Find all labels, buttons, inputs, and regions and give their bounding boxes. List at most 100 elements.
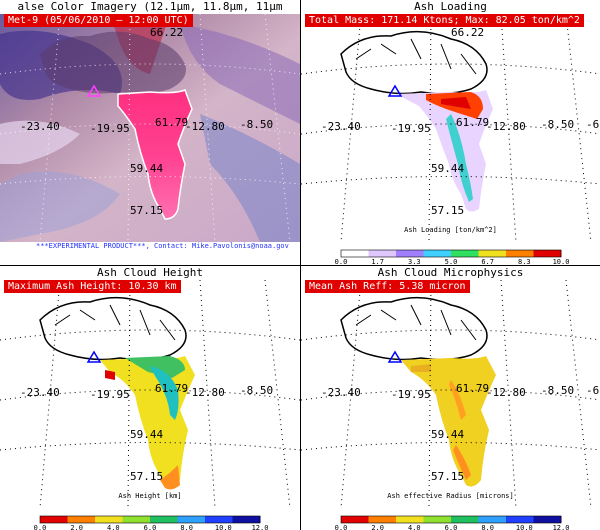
- lon-label-right: -12.80: [185, 386, 225, 399]
- lon-label-center: -19.95: [90, 122, 130, 135]
- volcano-marker-icon: [387, 350, 403, 363]
- lon-label-far: -8.50: [541, 384, 574, 397]
- ash-height-colorbar: 0.0 2.0 4.0 6.0 8.0 10.0 12.0: [34, 515, 269, 530]
- colorbar-frame: [340, 249, 562, 258]
- false-color-panel: alse Color Imagery (12.1µm, 11.8µm, 11µm: [0, 0, 300, 265]
- colorbar-segment: [368, 250, 397, 257]
- colorbar-segment: [451, 516, 479, 523]
- lon-label-far: -8.50: [240, 118, 273, 131]
- lon-label-left: -23.40: [321, 120, 361, 133]
- iceland-fjords: [355, 38, 477, 75]
- colorbar-tick-label: 0.0: [34, 524, 47, 530]
- iceland-outline: [340, 30, 488, 95]
- ash-microphysics-map: -23.40 -19.95 61.79 -12.80 -8.50 -6 59.4…: [301, 280, 600, 530]
- colorbar-segment: [67, 516, 96, 523]
- ash-reff-orange-lower: [453, 445, 471, 480]
- colorbar-tick-label: 0.0: [335, 524, 348, 530]
- ash-height-map: -23.40 -19.95 61.79 -12.80 -8.50 59.44 5…: [0, 280, 300, 530]
- colorbar-segment: [368, 516, 397, 523]
- experimental-notice: ***EXPERIMENTAL PRODUCT***, Contact: Mik…: [36, 242, 289, 250]
- lat-label-low: 59.44: [130, 162, 163, 175]
- lon-label-center: -19.95: [90, 388, 130, 401]
- colorbar-segment: [95, 516, 123, 523]
- lat-label-low: 59.44: [431, 162, 464, 175]
- lat-label-top: 66.22: [451, 26, 484, 39]
- volcano-marker-icon: [86, 84, 102, 97]
- lon-label-far: -8.50: [541, 118, 574, 131]
- colorbar-tick-label: 6.7: [481, 258, 494, 265]
- colorbar-tick-label: 10.0: [516, 524, 533, 530]
- colorbar-tick-label: 4.0: [107, 524, 120, 530]
- timestamp-label: Met-9 (05/06/2010 – 12:00 UTC): [4, 14, 193, 27]
- colorbar-tick-label: 8.3: [518, 258, 531, 265]
- colorbar-tick-label: 12.0: [252, 524, 269, 530]
- lon-label-left: -23.40: [321, 386, 361, 399]
- lat-label-low: 59.44: [431, 428, 464, 441]
- iceland-fjords: [54, 304, 176, 341]
- colorbar-segment: [506, 250, 534, 257]
- colorbar-frame: [39, 515, 261, 524]
- ash-loading-colorbar: 0.0 1.7 3.3 5.0 6.7 8.3 10.0: [335, 249, 570, 265]
- colorbar-segment: [451, 250, 479, 257]
- ash-loading-max: [441, 97, 471, 109]
- colorbar-segment: [205, 516, 233, 523]
- lat-label-mid: 61.79: [155, 382, 188, 395]
- lat-label-mid: 61.79: [456, 382, 489, 395]
- ash-loading-title: Ash Loading: [301, 0, 600, 14]
- cloud-blue-region: [200, 114, 300, 242]
- ash-height-colorbar-label: Ash Height [km]: [118, 492, 182, 500]
- colorbar-tick-label: 10.0: [215, 524, 232, 530]
- ash-microphysics-title: Ash Cloud Microphysics: [301, 266, 600, 280]
- lon-label-right: -12.80: [486, 120, 526, 133]
- colorbar-tick-label: 10.0: [553, 258, 570, 265]
- colorbar-segment: [341, 516, 369, 523]
- lat-lon-grid: [0, 280, 300, 509]
- lat-label-top: 66.22: [150, 26, 183, 39]
- iceland-fjords: [355, 304, 477, 341]
- lat-label-mid: 61.79: [456, 116, 489, 129]
- lat-label-bottom: 57.15: [130, 470, 163, 483]
- ash-height-title: Ash Cloud Height: [0, 266, 300, 280]
- colorbar-tick-label: 8.0: [481, 524, 494, 530]
- lon-label-center: -19.95: [391, 122, 431, 135]
- colorbar-segment: [177, 516, 206, 523]
- lat-lon-grid: [0, 14, 300, 243]
- colorbar-segment: [341, 250, 369, 257]
- ash-plume: [117, 89, 193, 220]
- colorbar-segment: [396, 516, 424, 523]
- ash-loading-map: 66.22 -23.40 -19.95 61.79 -12.80 -8.50 -…: [301, 14, 600, 265]
- iceland-outline: [340, 296, 488, 361]
- lat-label-bottom: 57.15: [431, 204, 464, 217]
- colorbar-segment: [396, 250, 424, 257]
- colorbar-tick-label: 2.0: [70, 524, 83, 530]
- ash-microphysics-colorbar-label: Ash effective Radius [microns]: [387, 492, 514, 500]
- ash-height-panel: Ash Cloud Height -23.40 -19.95 61.79 -12…: [0, 265, 300, 530]
- lat-lon-grid: [301, 14, 600, 243]
- colorbar-tick-label: 5.0: [445, 258, 458, 265]
- ash-height-info: Maximum Ash Height: 10.30 km: [4, 280, 181, 293]
- ash-reff-yellow: [401, 356, 496, 487]
- ash-height-red: [105, 370, 115, 380]
- colorbar-segment: [122, 516, 151, 523]
- lon-label-center: -19.95: [391, 388, 431, 401]
- lon-label-edge: -6: [586, 384, 599, 397]
- lat-lon-grid: [301, 280, 600, 509]
- false-color-map: 66.22 -23.40 -19.95 61.79 -12.80 -8.50 5…: [0, 14, 300, 243]
- lon-label-left: -23.40: [20, 120, 60, 133]
- volcano-marker-icon: [387, 84, 403, 97]
- colorbar-segment: [423, 250, 452, 257]
- colorbar-segment: [478, 250, 507, 257]
- ash-loading-colorbar-label: Ash Loading [ton/km^2]: [404, 226, 497, 234]
- lat-label-low: 59.44: [130, 428, 163, 441]
- ash-height-orange: [160, 465, 180, 490]
- colorbar-tick-label: 3.3: [408, 258, 421, 265]
- colorbar-segment: [533, 516, 562, 523]
- ash-microphysics-info: Mean Ash Reff: 5.38 micron: [305, 280, 470, 293]
- lon-label-left: -23.40: [20, 386, 60, 399]
- colorbar-tick-label: 12.0: [553, 524, 570, 530]
- ash-loading-panel: Ash Loading 66.22 -23.40 -19.95 61.79 -1…: [300, 0, 600, 265]
- iceland-outline: [39, 296, 187, 361]
- ash-reff-amber: [411, 364, 431, 372]
- volcano-marker-icon: [86, 350, 102, 363]
- lon-label-right: -12.80: [185, 120, 225, 133]
